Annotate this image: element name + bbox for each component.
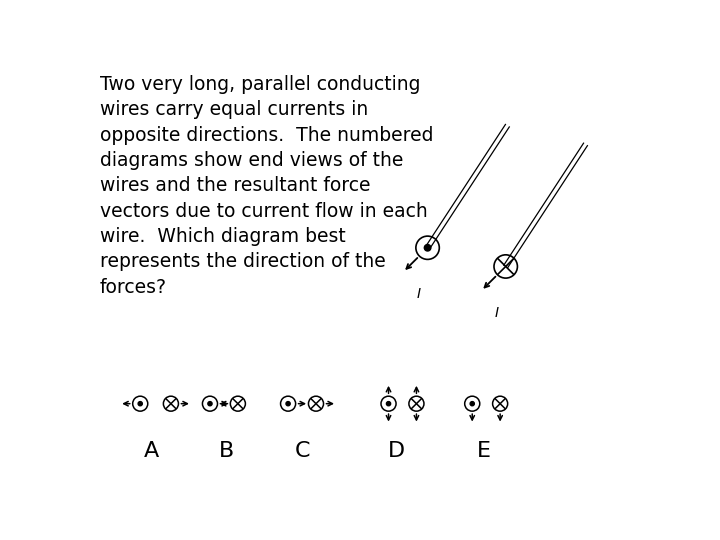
Text: Two very long, parallel conducting
wires carry equal currents in
opposite direct: Two very long, parallel conducting wires… [100,75,433,296]
Ellipse shape [208,402,212,406]
Text: D: D [388,441,405,461]
Ellipse shape [138,402,143,406]
Text: $\mathit{I}$: $\mathit{I}$ [495,306,500,320]
Text: E: E [477,441,490,461]
Text: A: A [144,441,159,461]
Ellipse shape [387,402,391,406]
Ellipse shape [470,402,474,406]
Text: C: C [294,441,310,461]
Ellipse shape [424,245,431,251]
Ellipse shape [286,402,290,406]
Text: $\mathit{I}$: $\mathit{I}$ [416,287,422,301]
Text: B: B [219,441,234,461]
